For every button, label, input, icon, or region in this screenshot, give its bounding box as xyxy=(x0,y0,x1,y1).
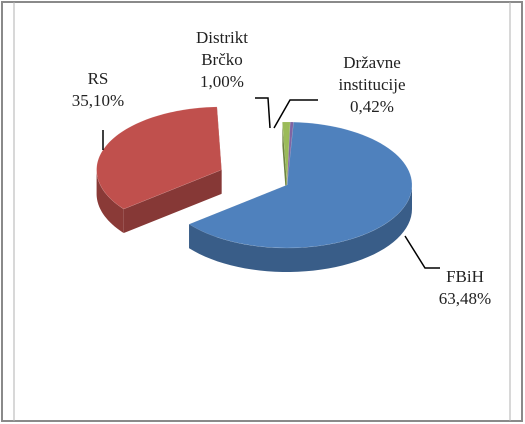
category-label: Distrikt Brčko xyxy=(196,28,248,69)
slice-side xyxy=(189,185,412,272)
value-label: 63,48% xyxy=(439,289,491,308)
leader-line xyxy=(273,99,318,129)
leader-line xyxy=(404,235,440,269)
category-label-line: Distrikt xyxy=(196,28,248,47)
category-label: RS xyxy=(88,69,109,88)
value-label: 1,00% xyxy=(200,72,244,91)
slice-side xyxy=(96,169,124,234)
category-label-line: Državne xyxy=(343,53,401,72)
slice xyxy=(282,121,291,186)
category-label: Državne institucije xyxy=(338,53,405,94)
slice xyxy=(286,121,294,186)
category-label-line: Brčko xyxy=(201,50,243,69)
category-label-line: institucije xyxy=(338,75,405,94)
slice-face xyxy=(123,169,222,234)
slice xyxy=(96,106,222,210)
labels: FBiH 63,48% RS 35,10% Distrikt Brčko 1,00% Drža… xyxy=(72,28,491,308)
category-label: FBiH xyxy=(446,267,484,286)
slice xyxy=(188,121,413,249)
pie xyxy=(96,106,413,272)
value-label: 0,42% xyxy=(350,97,394,116)
leader-line xyxy=(255,97,271,129)
value-label: 35,10% xyxy=(72,91,124,110)
